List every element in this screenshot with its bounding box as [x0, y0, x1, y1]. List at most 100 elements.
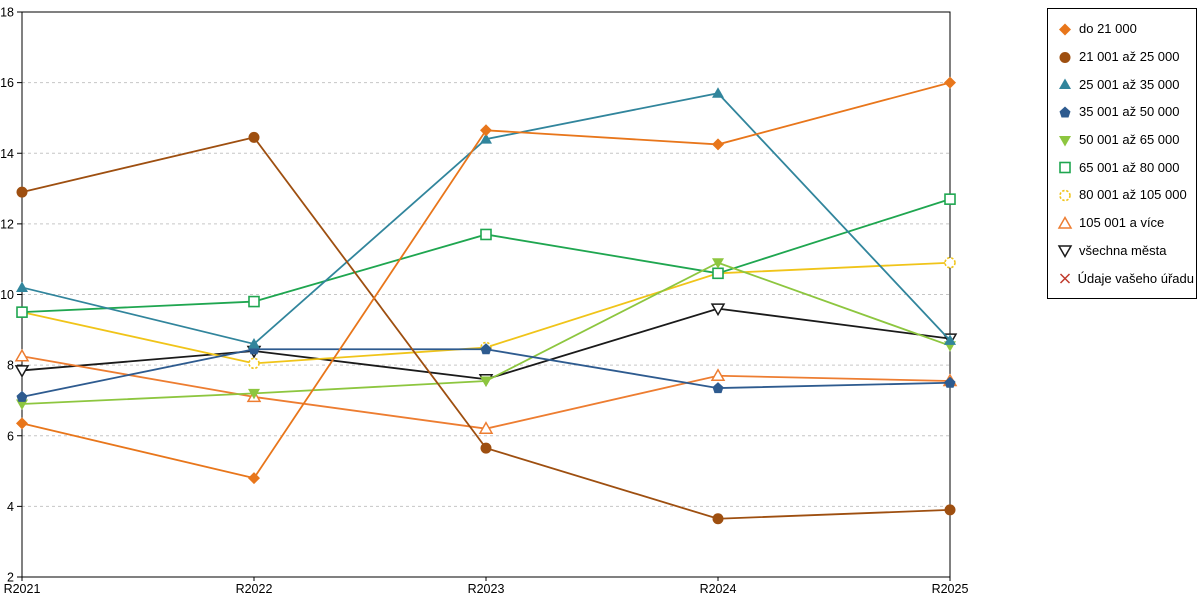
series-marker	[1059, 161, 1071, 174]
series-marker	[480, 442, 492, 454]
x-axis-tick-label: R2024	[700, 582, 737, 596]
series-marker	[710, 303, 726, 317]
legend-item: 105 001 a více	[1057, 215, 1194, 231]
series-marker	[712, 258, 724, 269]
series-marker	[478, 421, 494, 434]
series-marker	[944, 376, 956, 388]
series-1	[16, 131, 956, 525]
series-0	[16, 76, 956, 485]
series-marker	[712, 382, 724, 394]
y-axis-tick-label: 14	[0, 147, 14, 161]
series-marker	[480, 376, 492, 388]
series-marker	[16, 281, 28, 292]
series-5	[16, 193, 956, 318]
series-marker	[480, 343, 492, 355]
series-marker	[16, 186, 28, 198]
triangle-up-open-icon	[1057, 215, 1073, 229]
y-axis-tick-label: 6	[7, 429, 14, 443]
circle-filled-icon	[1059, 51, 1071, 63]
legend-label: 80 001 až 105 000	[1079, 187, 1187, 203]
legend-label: Údaje vašeho úřadu	[1077, 270, 1194, 286]
legend-label: 35 001 až 50 000	[1079, 104, 1180, 120]
y-axis-tick-label: 10	[0, 288, 14, 302]
legend-item: všechna města	[1057, 242, 1194, 259]
triangle-down-open-icon	[1057, 245, 1073, 259]
series-3	[16, 343, 956, 402]
x-icon	[1059, 273, 1071, 284]
series-marker	[16, 399, 28, 410]
series-marker	[1059, 189, 1071, 202]
legend-label: všechna města	[1079, 242, 1167, 258]
series-marker	[712, 138, 724, 151]
series-marker	[1059, 23, 1071, 36]
legend-label: 21 001 až 25 000	[1079, 49, 1180, 65]
legend-item: 21 001 až 25 000	[1057, 49, 1194, 65]
series-marker	[944, 76, 956, 89]
series-marker	[16, 390, 28, 402]
series-marker	[248, 357, 260, 370]
legend-label: 25 001 až 35 000	[1079, 76, 1180, 92]
series-marker	[480, 124, 492, 137]
legend-item: 65 001 až 80 000	[1057, 159, 1194, 175]
series-marker	[1059, 78, 1071, 90]
legend-item: Údaje vašeho úřadu	[1057, 270, 1194, 286]
series-marker	[712, 513, 724, 525]
series-marker	[1059, 273, 1071, 284]
series-marker	[1059, 135, 1071, 147]
series-marker	[712, 87, 724, 98]
legend-item: 50 001 až 65 000	[1057, 132, 1194, 148]
series-marker	[16, 306, 28, 318]
legend-label: 50 001 až 65 000	[1079, 132, 1180, 148]
series-marker	[710, 368, 726, 381]
legend-label: do 21 000	[1079, 21, 1137, 37]
series-marker	[480, 228, 492, 241]
x-axis-tick-label: R2023	[468, 582, 505, 596]
x-axis-tick-label: R2022	[236, 582, 273, 596]
series-marker	[16, 417, 28, 430]
y-axis-tick-label: 8	[7, 359, 14, 373]
series-marker	[1059, 106, 1071, 118]
series-marker	[712, 267, 724, 280]
pentagon-filled-icon	[1059, 106, 1071, 118]
triangle-up-filled-icon	[1059, 78, 1071, 90]
series-marker	[944, 256, 956, 269]
legend: do 21 000 21 001 až 25 000 25 001 až 35 00…	[1047, 8, 1197, 299]
legend-item: 35 001 až 50 000	[1057, 104, 1194, 120]
series-marker	[14, 348, 30, 362]
series-marker	[248, 388, 260, 400]
series-marker	[248, 472, 260, 485]
diamond-filled-icon	[1059, 23, 1071, 36]
series-marker	[248, 337, 260, 349]
series-4	[16, 258, 956, 410]
series-marker	[944, 193, 956, 205]
legend-label: 105 001 a více	[1079, 215, 1165, 231]
series-marker	[1059, 51, 1071, 63]
series-marker	[1057, 215, 1073, 229]
series-marker	[14, 365, 30, 378]
triangle-down-filled-icon	[1059, 135, 1071, 147]
series-marker	[248, 295, 260, 308]
y-axis-tick-label: 2	[7, 571, 14, 585]
series-line	[21, 136, 951, 520]
y-axis-tick-label: 12	[0, 217, 14, 231]
series-marker	[480, 133, 492, 144]
y-axis-tick-label: 4	[7, 500, 14, 514]
series-line	[21, 355, 951, 430]
square-open-icon	[1059, 161, 1071, 174]
series-marker	[944, 334, 956, 345]
series-marker	[248, 131, 260, 143]
legend-label: 65 001 až 80 000	[1079, 159, 1180, 175]
series-line	[21, 348, 951, 398]
x-axis-tick-label: R2025	[932, 582, 969, 596]
y-axis-tick-label: 16	[0, 76, 14, 90]
series-marker	[944, 504, 956, 516]
y-axis-tick-label: 18	[0, 6, 14, 20]
legend-item: 80 001 až 105 000	[1057, 187, 1194, 203]
legend-item: 25 001 až 35 000	[1057, 76, 1194, 92]
legend-item: do 21 000	[1057, 21, 1194, 37]
circle-open-dashed-icon	[1059, 189, 1071, 202]
x-axis-tick-label: R2021	[4, 582, 41, 596]
series-7	[14, 348, 958, 434]
